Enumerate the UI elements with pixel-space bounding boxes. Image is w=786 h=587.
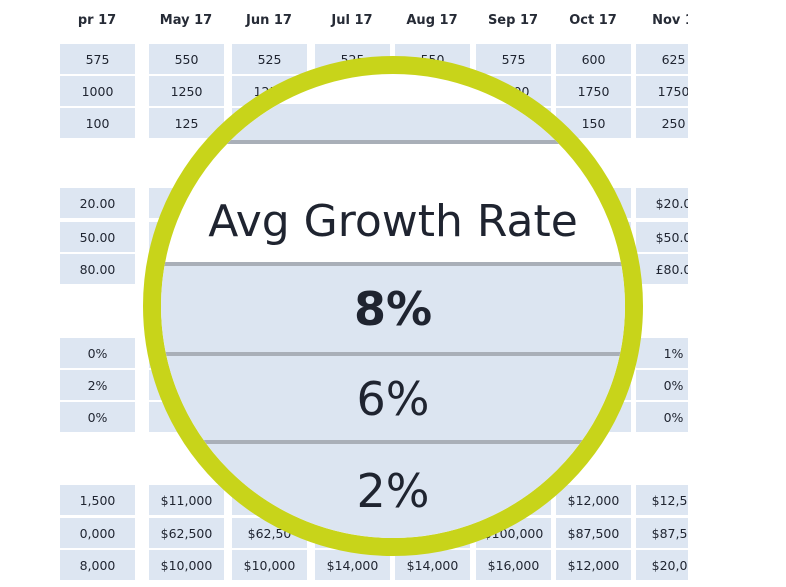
table-cell: 100 xyxy=(60,108,135,138)
month-header: Aug 17 xyxy=(406,12,458,28)
table-cell: 600 xyxy=(556,44,631,74)
table-cell: 575 xyxy=(476,44,551,74)
lens-divider xyxy=(161,440,625,444)
month-header: Jul 17 xyxy=(331,12,373,28)
growth-rate-value-tertiary: 2% xyxy=(356,464,430,518)
table-cell: 0% xyxy=(60,338,135,368)
lens-divider xyxy=(161,262,625,266)
table-cell: 1000 xyxy=(60,76,135,106)
month-header: Sep 17 xyxy=(487,12,539,28)
growth-rate-value-secondary: 6% xyxy=(356,372,430,426)
table-cell: 550 xyxy=(149,44,224,74)
table-cell: $16,000 xyxy=(476,550,551,580)
table-cell: 1,500 xyxy=(60,485,135,515)
table-cell: 8,000 xyxy=(60,550,135,580)
table-cell: 1250 xyxy=(149,76,224,106)
table-cell: 0% xyxy=(60,402,135,432)
table-cell: 0,000 xyxy=(60,518,135,548)
table-cell: 575 xyxy=(60,44,135,74)
growth-rate-value-primary: 8% xyxy=(353,282,433,336)
table-cell: 525 xyxy=(232,44,307,74)
month-header: Jun 17 xyxy=(246,12,292,28)
lens-divider xyxy=(161,140,625,144)
table-cell: 20.00 xyxy=(60,188,135,218)
table-cell: 2% xyxy=(60,370,135,400)
month-header: pr 17 xyxy=(77,12,117,28)
month-header: Oct 17 xyxy=(569,12,617,28)
table-cell: 80.00 xyxy=(60,254,135,284)
lens-value-band xyxy=(161,356,625,440)
lens-value-band xyxy=(161,266,625,352)
lens-row-band xyxy=(161,104,625,142)
lens-divider xyxy=(161,352,625,356)
page-margin xyxy=(688,0,786,587)
table-cell: 1750 xyxy=(556,76,631,106)
table-cell: $10,000 xyxy=(149,550,224,580)
avg-growth-rate-label: Avg Growth Rate xyxy=(208,196,578,247)
table-cell: $12,000 xyxy=(556,550,631,580)
month-header: May 17 xyxy=(159,12,213,28)
table-cell: $10,000 xyxy=(232,550,307,580)
magnifier-lens: Avg Growth Rate 8% 6% 2% xyxy=(143,56,643,556)
lens-value-band xyxy=(161,444,625,538)
table-cell: 50.00 xyxy=(60,222,135,252)
month-header: Nov 1 xyxy=(652,12,694,28)
